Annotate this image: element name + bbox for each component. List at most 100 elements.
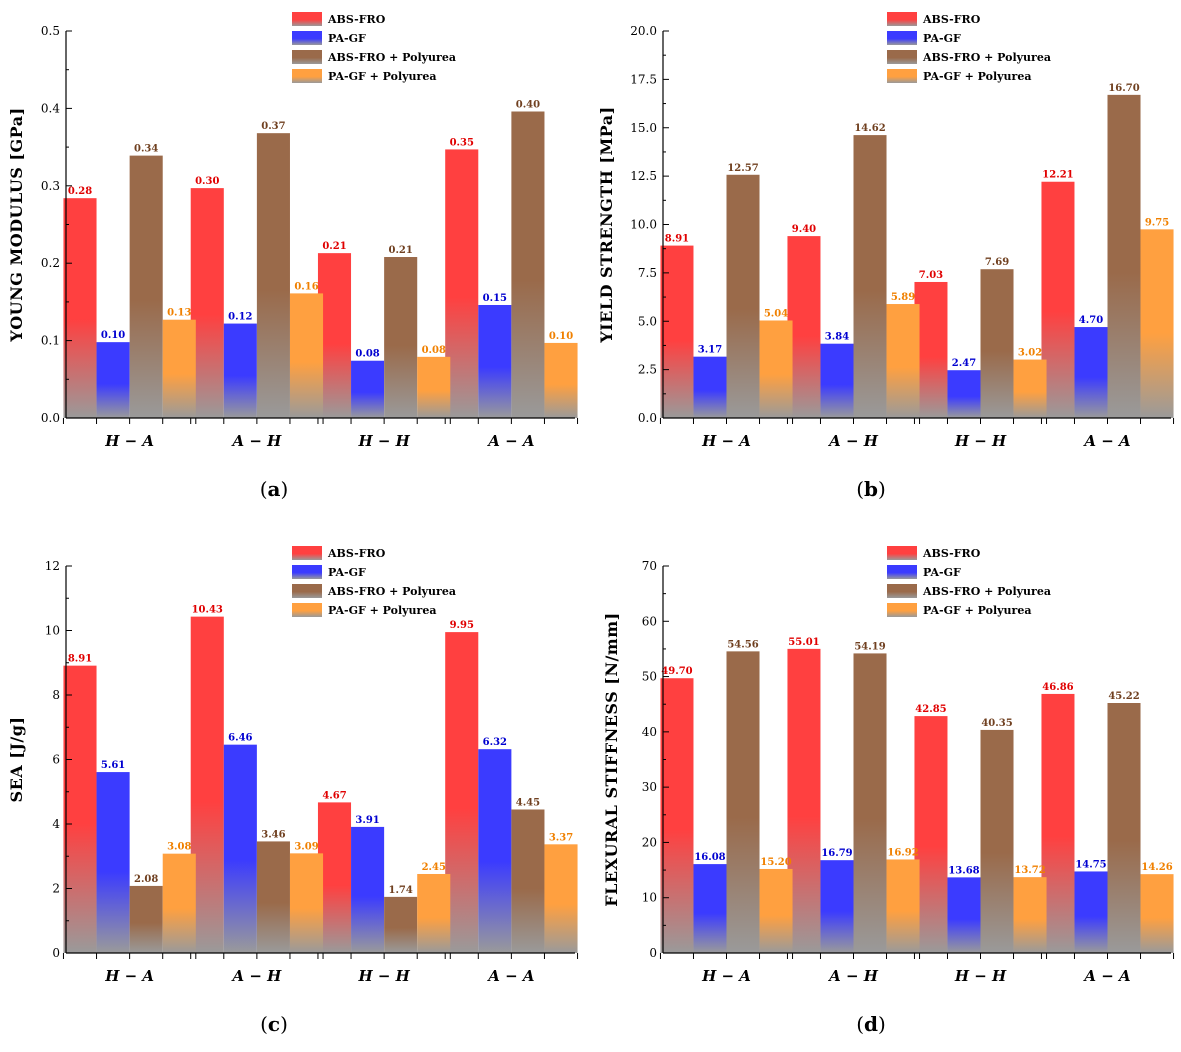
- bar-abs-fro-h-h: [317, 802, 352, 953]
- data-label: 8.91: [665, 234, 689, 245]
- bar-abs-fro-a-h: [787, 648, 821, 953]
- bar-abs-fro-a-h: [190, 616, 224, 953]
- data-label: 3.17: [698, 345, 722, 356]
- data-label: 3.02: [1018, 348, 1042, 359]
- bar-abs-fro-polyurea-a-a: [1107, 94, 1141, 419]
- legend-label: ABS-FRO: [922, 547, 981, 560]
- data-label: 0.12: [228, 312, 252, 323]
- bar-pa-gf-polyurea-h-a: [162, 853, 196, 953]
- bar-pa-gf-h-h: [947, 370, 981, 418]
- x-category-label: A − A: [486, 967, 534, 985]
- y-axis-label: YOUNG MODULUS [GPa]: [7, 107, 26, 342]
- legend-label: PA-GF + Polyurea: [923, 70, 1031, 83]
- data-label: 12.21: [1042, 170, 1073, 181]
- data-label: 0.10: [101, 330, 125, 341]
- data-label: 16.92: [887, 847, 918, 858]
- bar-abs-fro-a-h: [190, 188, 224, 418]
- x-category-label: A − H: [827, 967, 879, 985]
- legend-swatch-abs-fro: [292, 12, 322, 26]
- x-category-label: H − H: [954, 967, 1007, 985]
- data-label: 14.75: [1075, 859, 1106, 870]
- data-label: 0.37: [261, 121, 285, 132]
- legend-label: PA-GF: [328, 566, 366, 579]
- data-label: 0.40: [516, 100, 540, 111]
- data-label: 9.95: [450, 620, 474, 631]
- data-label: 5.89: [891, 292, 915, 303]
- data-label: 0.21: [388, 245, 412, 256]
- data-label: 3.91: [355, 815, 379, 826]
- x-category-label: A − H: [230, 967, 282, 985]
- data-label: 3.09: [294, 841, 318, 852]
- bar-abs-fro-polyurea-h-h: [980, 269, 1014, 418]
- bar-abs-fro-h-h: [317, 253, 352, 418]
- bar-abs-fro-a-a: [1041, 181, 1075, 418]
- panel-label: (d): [856, 1012, 886, 1036]
- data-label: 12.57: [727, 163, 758, 174]
- data-label: 2.45: [422, 862, 446, 873]
- y-tick-label: 0: [649, 946, 657, 960]
- legend: ABS-FRO PA-GF ABS-FRO + Polyurea PA-GF + Po…: [887, 546, 1051, 617]
- x-category-label: A − A: [1082, 432, 1130, 450]
- y-tick-label: 0: [52, 946, 60, 960]
- y-tick-label: 15.0: [630, 121, 657, 135]
- bar-pa-gf-polyurea-h-h: [417, 356, 451, 418]
- data-label: 5.04: [764, 308, 788, 319]
- data-label: 42.85: [915, 704, 946, 715]
- data-label: 15.20: [760, 857, 791, 868]
- y-tick-label: 0.5: [41, 24, 60, 38]
- data-label: 9.40: [792, 224, 816, 235]
- data-label: 54.19: [854, 641, 885, 652]
- data-label: 14.26: [1141, 862, 1172, 873]
- bar-pa-gf-h-h: [351, 360, 385, 418]
- data-label: 4.67: [322, 790, 346, 801]
- data-label: 55.01: [788, 637, 819, 648]
- bar-pa-gf-polyurea-a-h: [289, 853, 324, 953]
- bar-pa-gf-a-h: [223, 744, 257, 953]
- bar-abs-fro-a-h: [787, 236, 821, 418]
- data-label: 16.70: [1108, 83, 1139, 94]
- data-label: 14.62: [854, 123, 885, 134]
- legend-label: PA-GF + Polyurea: [328, 604, 436, 617]
- bar-pa-gf-polyurea-h-h: [1013, 877, 1047, 953]
- bar-pa-gf-polyurea-a-h: [289, 293, 324, 418]
- bar-pa-gf-polyurea-h-a: [759, 868, 793, 953]
- bar-abs-fro-h-a: [63, 198, 97, 418]
- y-tick-label: 2.5: [638, 363, 657, 377]
- legend-label: PA-GF: [328, 32, 366, 45]
- data-label: 6.46: [228, 733, 252, 744]
- y-tick-label: 0.0: [41, 411, 60, 425]
- data-label: 3.08: [167, 842, 191, 853]
- bar-pa-gf-h-a: [96, 772, 130, 953]
- data-label: 0.15: [483, 293, 507, 304]
- data-label: 2.47: [952, 358, 976, 369]
- bar-abs-fro-h-a: [660, 678, 694, 953]
- y-tick-label: 5.0: [638, 314, 657, 328]
- legend-swatch-pa-gf: [887, 31, 917, 45]
- bar-abs-fro-h-h: [914, 716, 948, 953]
- y-tick-label: 6: [52, 753, 60, 767]
- data-label: 0.35: [450, 137, 474, 148]
- data-label: 0.08: [355, 349, 379, 360]
- y-tick-label: 12: [45, 559, 60, 573]
- bar-pa-gf-polyurea-h-a: [162, 319, 196, 418]
- legend-swatch-abs-fro-polyurea: [292, 584, 322, 598]
- legend-swatch-abs-fro: [887, 546, 917, 560]
- legend-swatch-pa-gf-polyurea: [292, 603, 322, 617]
- legend-label: PA-GF: [923, 566, 961, 579]
- legend-swatch-abs-fro-polyurea: [292, 50, 322, 64]
- bar-pa-gf-h-a: [693, 864, 727, 953]
- legend-label: ABS-FRO + Polyurea: [922, 51, 1051, 64]
- y-tick-label: 20: [642, 835, 657, 849]
- bar-pa-gf-h-a: [693, 356, 727, 418]
- data-label: 3.84: [825, 332, 849, 343]
- data-label: 7.03: [919, 270, 943, 281]
- data-label: 6.32: [483, 737, 507, 748]
- y-tick-label: 10.0: [630, 218, 657, 232]
- bar-abs-fro-polyurea-a-a: [511, 809, 545, 953]
- bar-pa-gf-polyurea-a-a: [1140, 229, 1174, 418]
- y-axis-label: FLEXURAL STIFFNESS [N/mm]: [602, 612, 621, 906]
- data-label: 5.61: [101, 760, 125, 771]
- y-tick-label: 17.5: [630, 72, 657, 86]
- chart-panel-a: 0.28 0.30 0.21 0.35 0.10 0.12 0.08 0.15 0.34 0.37…: [7, 12, 579, 501]
